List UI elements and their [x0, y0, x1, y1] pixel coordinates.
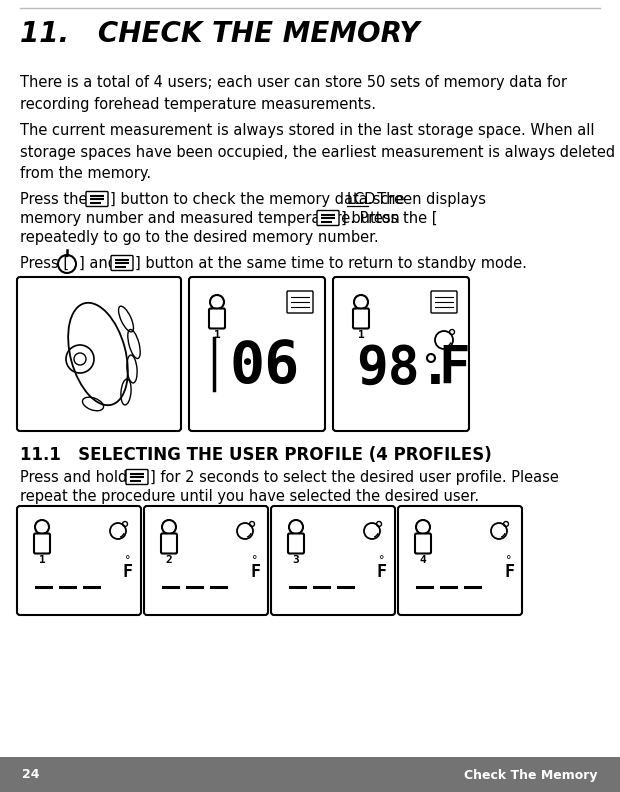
Text: memory number and measured temperature. Press the [: memory number and measured temperature. …	[20, 211, 438, 226]
Text: 2: 2	[166, 555, 172, 565]
Text: There is a total of 4 users; each user can store 50 sets of memory data for
reco: There is a total of 4 users; each user c…	[20, 75, 567, 112]
Text: repeat the procedure until you have selected the desired user.: repeat the procedure until you have sele…	[20, 489, 479, 504]
Text: °: °	[252, 555, 258, 565]
Text: 1: 1	[358, 330, 365, 340]
FancyBboxPatch shape	[333, 277, 469, 431]
Text: 4: 4	[420, 555, 427, 565]
FancyBboxPatch shape	[161, 534, 177, 554]
FancyBboxPatch shape	[144, 506, 268, 615]
FancyBboxPatch shape	[34, 534, 50, 554]
FancyBboxPatch shape	[288, 534, 304, 554]
Text: 1: 1	[214, 330, 220, 340]
FancyBboxPatch shape	[17, 506, 141, 615]
FancyBboxPatch shape	[398, 506, 522, 615]
Text: 24: 24	[22, 768, 40, 782]
Text: °: °	[125, 555, 131, 565]
Text: ] button: ] button	[341, 211, 400, 226]
Text: 06: 06	[230, 338, 300, 395]
FancyBboxPatch shape	[86, 192, 108, 207]
Text: F: F	[123, 563, 133, 581]
Text: Press [: Press [	[20, 256, 69, 271]
FancyBboxPatch shape	[209, 309, 225, 329]
Text: 3: 3	[293, 555, 299, 565]
Text: 98.: 98.	[356, 343, 451, 395]
FancyBboxPatch shape	[271, 506, 395, 615]
Text: The current measurement is always stored in the last storage space. When all
sto: The current measurement is always stored…	[20, 123, 615, 181]
FancyBboxPatch shape	[189, 277, 325, 431]
Text: °: °	[379, 555, 385, 565]
Text: F: F	[250, 563, 260, 581]
Text: screen displays: screen displays	[368, 192, 486, 207]
Text: ] and [: ] and [	[79, 256, 127, 271]
Text: Press and hold [: Press and hold [	[20, 470, 138, 485]
FancyBboxPatch shape	[287, 291, 313, 313]
Text: repeatedly to go to the desired memory number.: repeatedly to go to the desired memory n…	[20, 230, 379, 245]
Text: 11.1   SELECTING THE USER PROFILE (4 PROFILES): 11.1 SELECTING THE USER PROFILE (4 PROFI…	[20, 446, 492, 464]
Text: °: °	[507, 555, 511, 565]
FancyBboxPatch shape	[415, 534, 431, 554]
Text: F: F	[504, 563, 514, 581]
Text: F: F	[377, 563, 387, 581]
FancyBboxPatch shape	[126, 470, 148, 485]
FancyBboxPatch shape	[17, 277, 181, 431]
Bar	[0, 757, 620, 792]
Text: Check The Memory: Check The Memory	[464, 768, 598, 782]
Text: F: F	[438, 343, 470, 395]
FancyBboxPatch shape	[111, 256, 133, 271]
FancyBboxPatch shape	[353, 309, 369, 329]
FancyBboxPatch shape	[431, 291, 457, 313]
Text: ] button to check the memory data. The: ] button to check the memory data. The	[110, 192, 409, 207]
Text: LCD: LCD	[347, 192, 376, 207]
Text: ] button at the same time to return to standby mode.: ] button at the same time to return to s…	[135, 256, 527, 271]
Text: Press the [: Press the [	[20, 192, 98, 207]
Text: 1: 1	[38, 555, 45, 565]
Text: 11.   CHECK THE MEMORY: 11. CHECK THE MEMORY	[20, 20, 420, 48]
Text: ] for 2 seconds to select the desired user profile. Please: ] for 2 seconds to select the desired us…	[150, 470, 559, 485]
FancyBboxPatch shape	[317, 211, 339, 226]
